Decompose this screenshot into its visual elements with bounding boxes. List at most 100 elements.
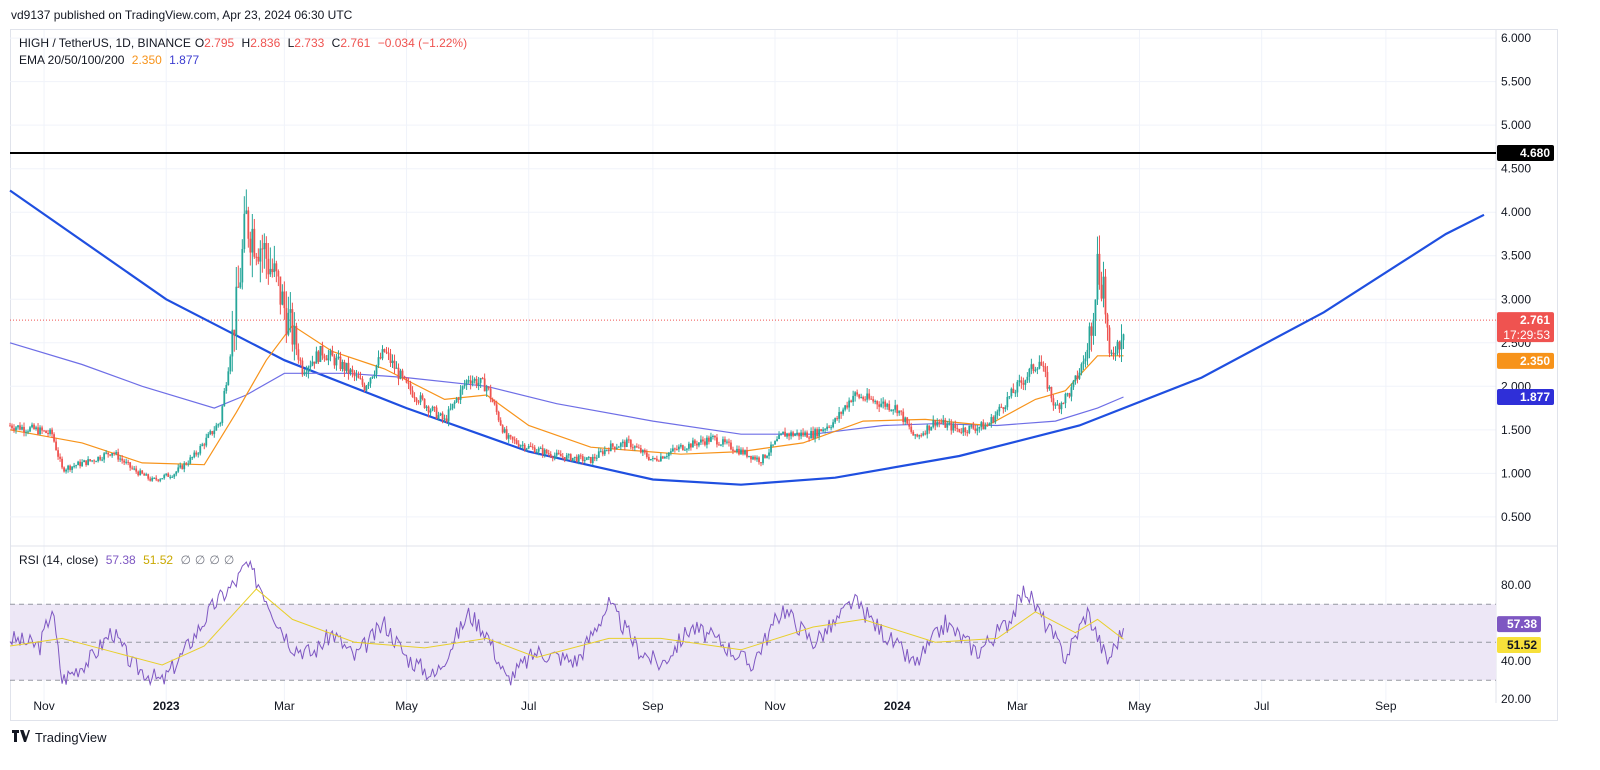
candle xyxy=(932,415,935,429)
candle-body xyxy=(541,448,544,455)
candle-body xyxy=(832,422,835,428)
candle-body xyxy=(533,447,536,453)
candle-body xyxy=(880,403,883,407)
ema-legend: EMA 20/50/100/200 2.350 1.877 xyxy=(19,53,203,67)
rsi-ma-value: 51.52 xyxy=(143,553,174,567)
candle-body xyxy=(846,405,849,408)
candle xyxy=(97,456,100,463)
candle-body xyxy=(523,444,526,450)
candle xyxy=(818,426,820,441)
candle xyxy=(852,390,855,406)
candle-body xyxy=(145,474,148,476)
candle xyxy=(57,447,59,460)
candle xyxy=(389,348,392,367)
ema20-price-label-bg xyxy=(1497,352,1554,369)
candle-body xyxy=(591,456,594,464)
na-2: ∅ xyxy=(194,553,206,567)
candle xyxy=(1106,312,1109,341)
candle xyxy=(413,392,416,403)
candle xyxy=(69,464,71,472)
candle xyxy=(1098,235,1101,290)
candle xyxy=(858,393,861,400)
candle xyxy=(621,439,624,448)
candle-body xyxy=(936,422,939,426)
candle xyxy=(772,444,774,447)
candle-body xyxy=(449,408,452,410)
candle-body xyxy=(247,210,250,239)
candle-body xyxy=(29,427,31,432)
candle xyxy=(619,442,622,450)
candle-body xyxy=(433,406,436,408)
candle xyxy=(667,451,670,460)
candle xyxy=(375,364,378,379)
candle-body xyxy=(834,418,837,423)
candle xyxy=(974,425,977,434)
last-price-label-countdown: 17:29:53 xyxy=(1503,328,1550,342)
candle xyxy=(379,352,382,360)
candle xyxy=(151,476,154,482)
candle xyxy=(549,451,552,459)
candle-body xyxy=(55,441,57,451)
candle xyxy=(1088,322,1091,359)
candles-group xyxy=(9,189,1125,483)
candle-body xyxy=(505,429,508,439)
candle-body xyxy=(407,382,410,385)
candle-body xyxy=(1110,352,1113,354)
candle xyxy=(101,456,104,462)
candle xyxy=(800,429,802,440)
candle-body xyxy=(1014,392,1017,394)
candle-body xyxy=(1058,404,1061,410)
publish-info: vd9137 published on TradingView.com, Apr… xyxy=(11,8,353,22)
candle-body xyxy=(786,433,788,437)
candle-body xyxy=(375,365,378,375)
candle-body xyxy=(790,432,792,437)
candle-body xyxy=(896,405,899,414)
candle-body xyxy=(914,434,917,436)
candle xyxy=(808,435,810,442)
candle xyxy=(946,420,949,431)
candle-body xyxy=(509,435,512,437)
candle-body xyxy=(329,350,332,355)
footer-brand[interactable]: TradingView xyxy=(12,730,107,745)
candle-body xyxy=(225,385,228,391)
candle-body xyxy=(587,456,590,458)
candle-body xyxy=(742,449,744,455)
candle-body xyxy=(944,419,947,428)
candle-body xyxy=(948,422,951,424)
candle-body xyxy=(137,471,140,476)
candle-body xyxy=(1052,398,1055,406)
candle xyxy=(293,312,296,361)
candle-body xyxy=(798,432,800,437)
candle-body xyxy=(1056,404,1059,406)
candle xyxy=(325,354,328,361)
candle-body xyxy=(293,325,296,345)
candle xyxy=(267,243,270,285)
resistance-price-label-bg xyxy=(1497,145,1554,162)
price-tick-9: 1.500 xyxy=(1501,423,1531,437)
candle xyxy=(649,458,652,461)
candle xyxy=(147,473,150,481)
candle-body xyxy=(487,386,490,389)
candle-body xyxy=(205,437,208,446)
candle-body xyxy=(465,380,468,385)
candle-body xyxy=(960,431,963,433)
candle xyxy=(455,396,458,403)
candle-body xyxy=(718,444,720,446)
candle xyxy=(341,359,344,372)
rsi-ma-value-label: 51.52 xyxy=(1507,638,1537,652)
candle xyxy=(417,399,420,405)
candle-body xyxy=(501,425,504,433)
candle-body xyxy=(481,378,484,380)
candle-body xyxy=(820,429,822,432)
candle-body xyxy=(812,431,814,439)
candle-body xyxy=(722,439,724,445)
candle xyxy=(301,357,304,377)
candle xyxy=(1116,339,1119,356)
candle-body xyxy=(752,456,754,460)
candle xyxy=(675,445,678,451)
candle xyxy=(311,355,314,367)
candle xyxy=(483,373,486,392)
candle-body xyxy=(185,463,188,465)
candle-body xyxy=(201,444,204,447)
